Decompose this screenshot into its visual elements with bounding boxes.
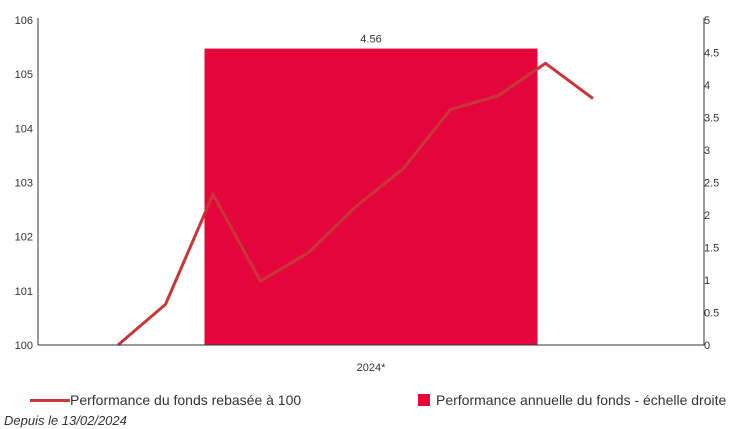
right-tick-label: 1.5 — [704, 243, 719, 255]
legend-line-swatch — [30, 398, 70, 402]
right-tick-label: 1 — [704, 275, 710, 287]
x-tick-label: 2024* — [357, 362, 386, 374]
right-tick-label: 3.5 — [704, 113, 719, 125]
right-tick-label: 0.5 — [704, 308, 719, 320]
right-tick-label: 2.5 — [704, 178, 719, 190]
chart: 100 101 102 103 104 105 106 0 0.5 1 1.5 2 2.5 3 3.5 4 4… — [15, 15, 720, 374]
right-tick-label: 3 — [704, 145, 710, 157]
axes-layer — [37, 18, 705, 346]
right-tick-label: 4.5 — [704, 48, 719, 60]
footnote: Depuis le 13/02/2024 — [4, 413, 127, 428]
right-tick-label: 5 — [704, 15, 710, 27]
right-tick-labels: 0 0.5 1 1.5 2 2.5 3 3.5 4 4.5 5 — [704, 15, 719, 352]
bar-layer — [204, 48, 538, 345]
left-tick-label: 100 — [15, 340, 33, 352]
left-tick-label: 104 — [15, 123, 33, 135]
x-tick-labels: 2024* — [357, 362, 386, 374]
legend-bar-swatch — [418, 394, 430, 406]
left-tick-label: 103 — [15, 178, 33, 190]
left-tick-labels: 100 101 102 103 104 105 106 — [15, 15, 33, 352]
legend-item-line[interactable]: Performance du fonds rebasée à 100 — [30, 392, 301, 408]
data-labels: 4.56 — [360, 34, 381, 46]
right-tick-label: 0 — [704, 340, 710, 352]
bar-data-label: 4.56 — [360, 34, 381, 46]
left-tick-label: 102 — [15, 232, 33, 244]
left-tick-label: 105 — [15, 69, 33, 81]
legend-line-label: Performance du fonds rebasée à 100 — [70, 392, 302, 408]
legend-item-bar[interactable]: Performance annuelle du fonds - échelle … — [418, 392, 726, 408]
left-tick-label: 101 — [15, 286, 33, 298]
legend-bar-label: Performance annuelle du fonds - échelle … — [436, 392, 727, 408]
left-tick-label: 106 — [15, 15, 33, 27]
series-line[interactable] — [117, 61, 594, 347]
right-tick-label: 4 — [704, 80, 710, 92]
right-tick-label: 2 — [704, 210, 710, 222]
line-layer — [117, 61, 594, 347]
bar[interactable] — [204, 48, 538, 345]
